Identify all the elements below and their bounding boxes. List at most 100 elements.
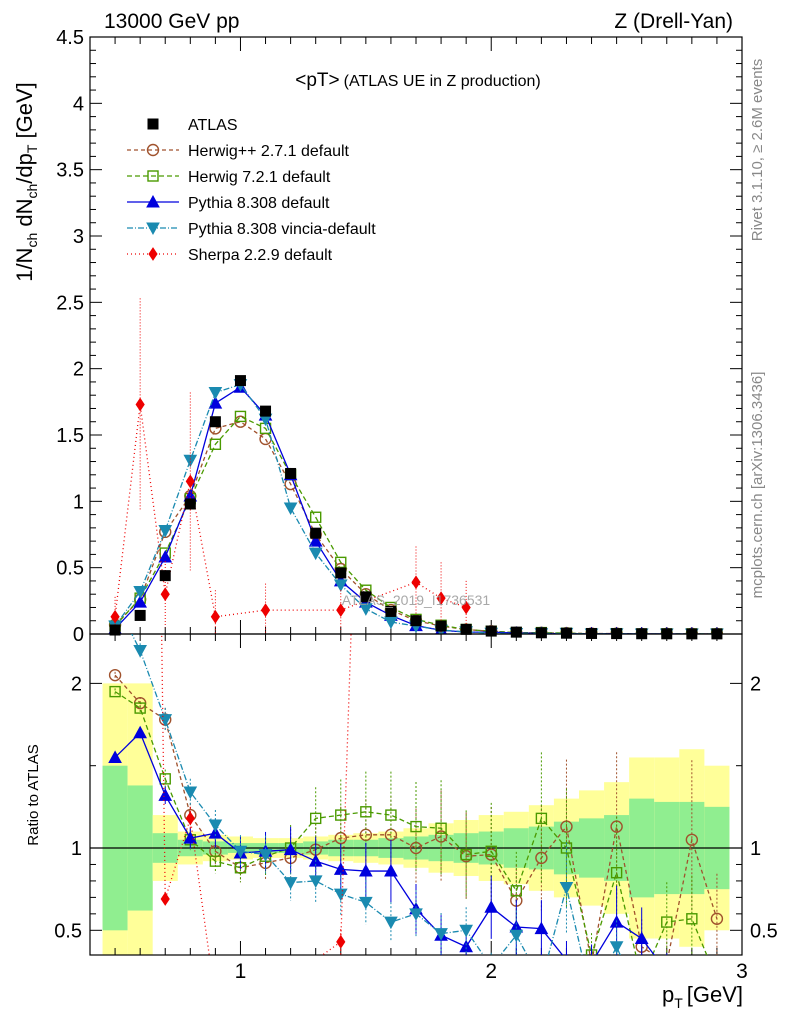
- series-point: [260, 603, 271, 618]
- ratio-point: [586, 958, 597, 969]
- ratio-point: [336, 934, 346, 949]
- ratio-point: [634, 931, 649, 945]
- ratio-point: [133, 725, 147, 739]
- series-point: [283, 502, 298, 516]
- ylabel-part-d: ch: [24, 184, 40, 199]
- atlas-point: [260, 405, 272, 417]
- legend-label: Herwig 7.2.1 default: [188, 169, 331, 186]
- series-point: [183, 454, 198, 468]
- ratio-point: [309, 812, 322, 825]
- y-tick-label: 1.5: [56, 425, 84, 447]
- ratio-point: [233, 845, 248, 859]
- series-point: [158, 550, 173, 563]
- ratio-point: [183, 786, 198, 800]
- legend-label: Pythia 8.308 default: [188, 195, 330, 212]
- ratio-point: [586, 957, 598, 968]
- ratio-point: [509, 929, 524, 943]
- series-point: [308, 547, 323, 561]
- ratio-point: [360, 806, 372, 818]
- series-point: [158, 525, 173, 538]
- ratio-y-tick-label-right: 1: [750, 838, 761, 860]
- atlas-point: [234, 375, 246, 387]
- ratio-point: [559, 882, 574, 895]
- chart-title: <pT>: [295, 70, 339, 91]
- ratio-y-tick-label: 1: [71, 838, 82, 860]
- ratio-point: [661, 958, 672, 969]
- ratio-point: [308, 875, 323, 888]
- ratio-point: [111, 348, 119, 360]
- ratio-point: [335, 809, 347, 821]
- atlas-point: [134, 609, 146, 621]
- ratio-point: [359, 864, 373, 877]
- ratio-point: [637, 975, 647, 985]
- series-point: [110, 609, 120, 624]
- ratio-point: [661, 916, 673, 928]
- main-plot: 0 0.5 1 1.5 2 2.5 3 3.5 4 4.5: [56, 27, 743, 646]
- ratio-point: [108, 668, 122, 682]
- atlas-point: [184, 498, 196, 510]
- ratio-point: [209, 855, 222, 867]
- series-point: [461, 600, 471, 615]
- y-tick-label: 0: [73, 624, 84, 646]
- series-point: [335, 556, 347, 569]
- ratio-point: [362, 184, 370, 196]
- y-tick-label: 4.5: [56, 27, 84, 49]
- ratio-point: [410, 820, 422, 833]
- watermark: ATLAS_2019_I1736531: [342, 592, 491, 608]
- atlas-point: [410, 615, 422, 627]
- series-point: [208, 387, 223, 400]
- legend: ATLAS Herwig++ 2.7.1 default Herwig 7.2.1 …: [127, 117, 376, 264]
- series-point: [135, 397, 145, 412]
- ratio-point: [710, 912, 724, 925]
- ylabel-part-c: dN: [12, 199, 37, 233]
- ratio-point: [636, 999, 648, 1010]
- legend-marker: [146, 222, 160, 236]
- x-tick-label: 2: [485, 960, 497, 983]
- y-tick-label: 2: [73, 359, 84, 381]
- series-point: [133, 586, 147, 599]
- series-4-ratio: [111, 184, 370, 955]
- y-tick-label: 1: [73, 491, 84, 513]
- ratio-point: [661, 965, 673, 976]
- ylabel-part-e: /dp: [12, 153, 37, 184]
- ratio-point: [460, 848, 472, 861]
- ratio-y-axis-label: Ratio to ATLAS: [25, 744, 42, 845]
- ratio-point: [686, 913, 698, 925]
- series-point: [185, 474, 195, 489]
- series-4-main: [110, 397, 471, 624]
- atlas-point: [385, 605, 397, 617]
- ratio-point: [510, 885, 523, 897]
- ratio-point: [565, 952, 568, 955]
- legend-marker: [146, 143, 160, 157]
- ratio-point: [108, 750, 122, 763]
- series-point: [210, 609, 220, 624]
- x-tick-label: 1: [235, 960, 247, 983]
- series-point: [308, 534, 323, 547]
- ratio-point: [435, 822, 447, 834]
- legend-label: Pythia 8.308 vincia-default: [188, 221, 376, 238]
- atlas-point: [335, 567, 347, 579]
- atlas-point: [159, 570, 171, 582]
- y-tick-label: 0.5: [56, 558, 84, 580]
- ratio-point: [258, 849, 273, 862]
- ratio-point: [586, 991, 598, 1002]
- x-tick-label: 3: [736, 960, 748, 983]
- atlas-point: [209, 416, 221, 428]
- ratio-point: [535, 976, 547, 987]
- legend-marker: [147, 170, 159, 182]
- ylabel-part-f: T: [24, 144, 40, 153]
- ratio-point: [208, 819, 223, 832]
- y-tick-label: 3.5: [56, 160, 84, 182]
- y-tick-label: 4: [73, 93, 84, 115]
- atlas-point: [435, 620, 447, 632]
- series-point: [411, 575, 421, 590]
- series-point: [208, 396, 223, 409]
- legend-label-atlas: ATLAS: [188, 117, 238, 134]
- ratio-point: [409, 908, 423, 921]
- xlabel-unit: [GeV]: [687, 982, 743, 1007]
- ratio-point: [133, 644, 147, 658]
- legend-marker-atlas: [147, 118, 159, 130]
- ratio-point: [434, 928, 448, 941]
- ratio-y-tick-label-right: 2: [750, 673, 761, 695]
